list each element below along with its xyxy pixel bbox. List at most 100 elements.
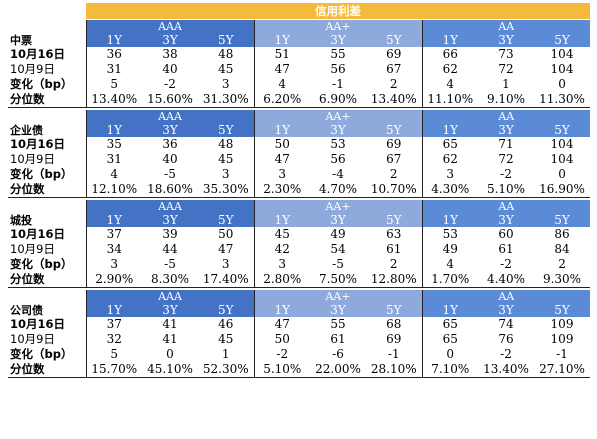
table-cell: 17.40% xyxy=(198,272,255,288)
table-cell: 0 xyxy=(558,77,566,91)
tenor-header-aa-plus-1y: 1Y xyxy=(254,213,310,227)
table-row: 10月16日 37 41 46 47 55 68 65 74 109 xyxy=(8,317,590,332)
table-row: 变化（bp） 4 -5 3 3 -4 2 3 -2 0 xyxy=(8,167,590,182)
table-cell: 50 xyxy=(274,137,290,151)
rating-header-aa: AA xyxy=(422,110,591,123)
table-cell: 22.00% xyxy=(310,362,366,378)
table-cell: 4 xyxy=(446,257,455,271)
table-cell: 13.40% xyxy=(86,92,142,108)
title-banner-row: 信用利差 xyxy=(8,3,591,20)
table-cell: -5 xyxy=(164,167,176,181)
tenor-header-aaa-3y: 3Y xyxy=(142,213,198,227)
table-cell: 104 xyxy=(550,137,574,151)
credit-spread-table: 信用利差 中票 AAA AA+ AA 1Y 3Y 5Y 1Y 3Y 5Y 1Y 3Y 5Y 10月16日 3… xyxy=(8,3,591,378)
table-cell: 45 xyxy=(198,62,255,77)
row-label: 10月9日 xyxy=(8,62,87,77)
rating-header-row: 企业债 AAA AA+ AA xyxy=(8,110,591,137)
table-cell: 62 xyxy=(442,152,458,166)
table-cell: 15.60% xyxy=(142,92,198,108)
table-cell: 31.30% xyxy=(198,92,255,108)
rating-header-row: 城投 AAA AA+ AA xyxy=(8,200,591,227)
tenor-header-aa-plus-5y: 5Y xyxy=(366,33,423,47)
row-label: 分位数 xyxy=(8,362,87,378)
row-label: 变化（bp） xyxy=(8,77,87,92)
table-cell: 2.30% xyxy=(254,182,310,198)
table-cell: 11.10% xyxy=(422,92,478,108)
table-cell: 55 xyxy=(330,47,346,61)
table-cell: 84 xyxy=(554,242,570,256)
table-cell: 44 xyxy=(162,242,178,256)
table-cell: 47 xyxy=(274,152,290,166)
table-cell: 2 xyxy=(366,167,423,182)
row-label: 10月16日 xyxy=(8,227,87,242)
table-cell: 55 xyxy=(330,317,346,331)
table-cell: 48 xyxy=(198,137,255,152)
tenor-header-aaa-3y: 3Y xyxy=(142,33,198,47)
row-label: 变化（bp） xyxy=(8,347,87,362)
table-cell: 69 xyxy=(366,332,423,347)
title-banner-spacer xyxy=(8,3,86,20)
table-cell: -6 xyxy=(332,347,344,361)
table-cell: 65 xyxy=(442,332,458,346)
table-cell: 56 xyxy=(330,152,346,166)
table-cell: 76 xyxy=(498,332,514,346)
table-cell: 36 xyxy=(162,137,178,151)
tenor-header-aa-5y: 5Y xyxy=(534,123,591,137)
table-cell: 4 xyxy=(446,77,455,91)
section-name: 公司债 xyxy=(8,290,87,317)
credit-spread-table-container: 信用利差 中票 AAA AA+ AA 1Y 3Y 5Y 1Y 3Y 5Y 1Y 3Y 5Y 10月16日 3… xyxy=(8,3,591,378)
table-row: 变化（bp） 3 -5 3 3 -5 2 4 -2 2 xyxy=(8,257,590,272)
table-row: 10月9日 31 40 45 47 56 67 62 72 104 xyxy=(8,62,590,77)
table-cell: 3 xyxy=(278,257,287,271)
rating-header-row: 中票 AAA AA+ AA xyxy=(8,19,591,47)
table-cell: 2.90% xyxy=(86,272,142,288)
table-cell: 6.20% xyxy=(254,92,310,108)
rating-header-aa-plus: AA+ xyxy=(254,200,423,213)
table-cell: 53 xyxy=(442,227,458,241)
tenor-header-row: 1Y 3Y 5Y 1Y 3Y 5Y 1Y 3Y 5Y xyxy=(8,213,591,227)
table-cell: 45.10% xyxy=(142,362,198,378)
row-label: 分位数 xyxy=(8,272,87,288)
table-cell: 67 xyxy=(366,152,423,167)
table-cell: 36 xyxy=(106,47,122,61)
table-cell: 4.40% xyxy=(478,272,534,288)
table-cell: -1 xyxy=(332,77,344,91)
tenor-header-aaa-5y: 5Y xyxy=(198,303,255,317)
table-row: 10月16日 36 38 48 51 55 69 66 73 104 xyxy=(8,47,590,62)
section-separator xyxy=(8,197,591,200)
table-cell: 66 xyxy=(442,47,458,61)
table-cell: 13.40% xyxy=(366,92,423,108)
tenor-header-aa-3y: 3Y xyxy=(478,123,534,137)
table-cell: 12.80% xyxy=(366,272,423,288)
table-cell: -2 xyxy=(500,257,512,271)
section-separator xyxy=(8,107,591,110)
row-label: 10月16日 xyxy=(8,47,87,62)
table-cell: 3 xyxy=(198,257,255,272)
table-row: 分位数 2.90% 8.30% 17.40% 2.80% 7.50% 12.80% 1.70%… xyxy=(8,272,591,288)
table-cell: -2 xyxy=(276,347,289,361)
table-cell: 45 xyxy=(274,227,290,241)
table-cell: 3 xyxy=(278,167,287,181)
tenor-header-aa-plus-3y: 3Y xyxy=(310,33,366,47)
section-separator-cell xyxy=(8,107,591,110)
tenor-header-aa-1y: 1Y xyxy=(422,123,478,137)
table-cell: 3 xyxy=(446,167,455,181)
table-cell: 41 xyxy=(162,332,178,346)
tenor-header-row: 1Y 3Y 5Y 1Y 3Y 5Y 1Y 3Y 5Y xyxy=(8,303,591,317)
rating-header-aaa: AAA xyxy=(86,19,255,33)
table-cell: 46 xyxy=(198,317,255,332)
tenor-header-aa-1y: 1Y xyxy=(422,213,478,227)
table-cell: 73 xyxy=(498,47,514,61)
table-cell: 47 xyxy=(198,242,255,257)
table-cell: 38 xyxy=(162,47,178,61)
table-cell: 71 xyxy=(498,137,514,151)
tenor-header-aaa-3y: 3Y xyxy=(142,303,198,317)
table-cell: 3 xyxy=(198,77,255,92)
row-label: 变化（bp） xyxy=(8,257,87,272)
tenor-header-aa-1y: 1Y xyxy=(422,303,478,317)
table-cell: 65 xyxy=(442,317,458,331)
table-cell: 39 xyxy=(162,227,178,241)
tenor-header-row: 1Y 3Y 5Y 1Y 3Y 5Y 1Y 3Y 5Y xyxy=(8,123,591,137)
table-cell: 45 xyxy=(198,152,255,167)
table-cell: 109 xyxy=(550,317,574,331)
